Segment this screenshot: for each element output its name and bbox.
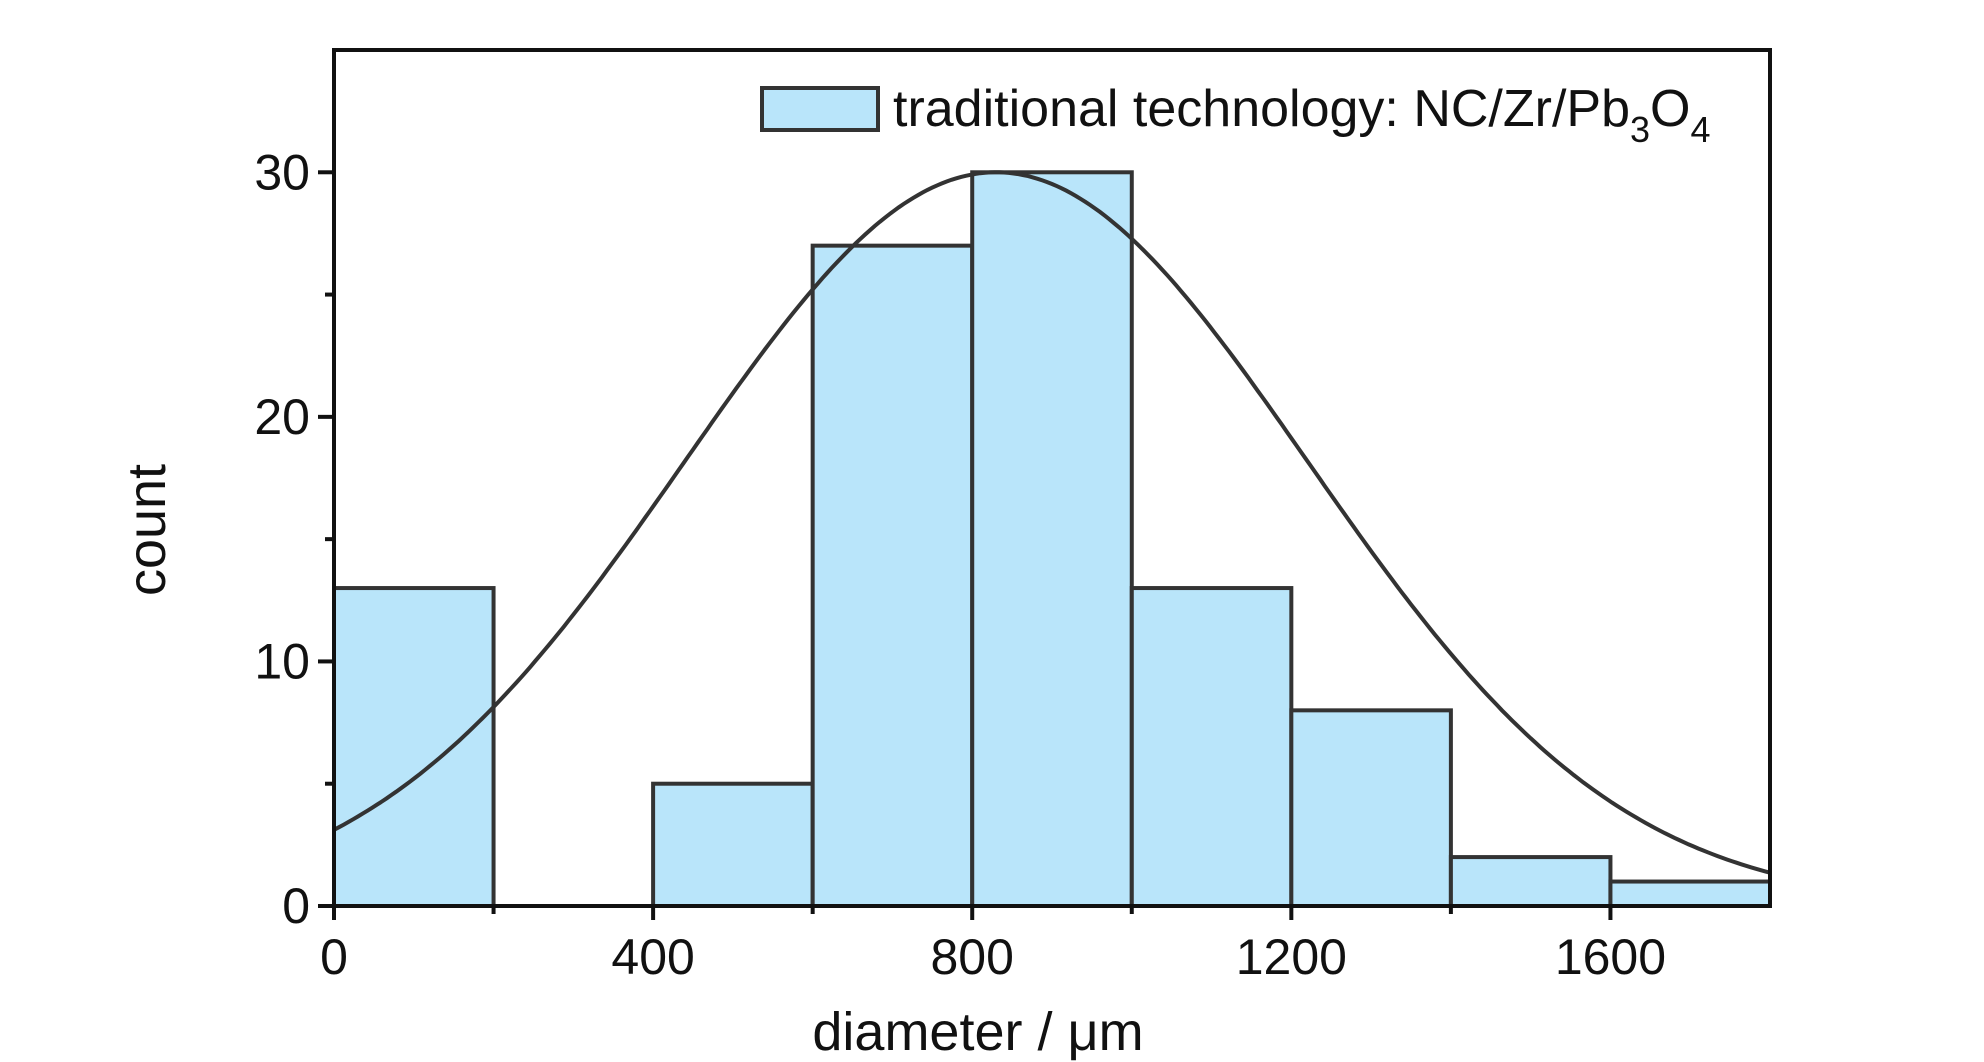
histogram-bar — [1448, 855, 1613, 908]
x-tick-label: 1200 — [1236, 929, 1347, 985]
gaussian-fit-curve — [333, 170, 1771, 875]
x-axis: 0 400 800 1200 1600 — [320, 906, 1666, 985]
legend-swatch — [760, 86, 880, 132]
histogram-bars — [332, 170, 1773, 909]
x-tick-label: 0 — [320, 929, 348, 985]
histogram-bar — [810, 243, 975, 908]
histogram-bar — [332, 586, 496, 908]
x-axis-title: diameter / μm — [812, 1002, 1143, 1062]
y-tick-label: 30 — [254, 144, 310, 200]
histogram-bar — [1608, 879, 1773, 908]
histogram-bar — [970, 170, 1134, 909]
x-tick-label: 1600 — [1555, 929, 1666, 985]
histogram-bar — [1129, 586, 1294, 908]
y-tick-label: 20 — [254, 389, 310, 445]
x-tick-label: 400 — [611, 929, 694, 985]
x-tick-label: 800 — [931, 929, 1014, 985]
histogram-bar — [651, 781, 815, 909]
legend: traditional technology: NC/Zr/Pb3O4 — [760, 80, 1711, 150]
histogram-bar — [1289, 708, 1453, 908]
legend-label: traditional technology: NC/Zr/Pb3O4 — [893, 80, 1711, 150]
plot-frame — [332, 48, 1772, 908]
y-axis-title: count — [117, 464, 177, 596]
y-tick-label: 10 — [254, 633, 310, 689]
y-axis: 0 10 20 30 — [254, 144, 334, 934]
y-tick-label: 0 — [282, 878, 310, 934]
